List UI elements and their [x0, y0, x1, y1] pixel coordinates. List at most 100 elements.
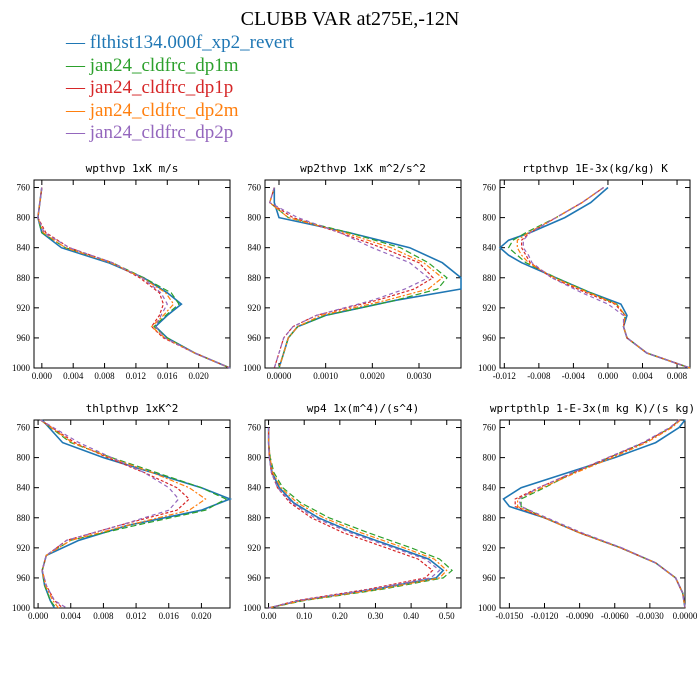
y-tick-label: 1000 [478, 363, 497, 373]
chart-panel: wp2thvp 1xK m^2/s^2 0.0000 0.0010 0.0020 0.0… [243, 162, 462, 381]
x-tick-label: 0.016 [157, 371, 178, 381]
series-line [516, 419, 686, 609]
chart-panel: wp4 1x(m^4)/(s^4) 0.00 0.10 0.20 0.30 0.40 0.5… [243, 402, 462, 621]
y-tick-label: 800 [483, 213, 497, 223]
series-line [507, 187, 691, 369]
x-tick-label: -0.012 [493, 371, 516, 381]
y-tick-label: 920 [483, 543, 497, 553]
x-tick-label: 0.000 [598, 371, 619, 381]
plot-title: rtpthvp 1E-3x(kg/kg) K [522, 162, 668, 175]
series-line [268, 427, 454, 609]
y-tick-label: 960 [248, 573, 262, 583]
chart-panel: wpthvp 1xK m/s 0.000 0.004 0.008 0.012 0.016 0… [12, 162, 231, 381]
x-tick-label: 0.0020 [360, 371, 385, 381]
plot-title: wp4 1x(m^4)/(s^4) [307, 402, 420, 415]
y-tick-label: 760 [483, 183, 497, 193]
x-tick-label: 0.008 [93, 611, 114, 621]
x-tick-label: 0.10 [296, 611, 312, 621]
x-tick-label: 0.000 [32, 371, 53, 381]
series-line [37, 187, 231, 369]
x-tick-label: -0.0030 [636, 611, 664, 621]
legend-label: jan24_cldfrc_dp1p [89, 77, 234, 98]
y-tick-label: 800 [248, 213, 262, 223]
y-tick-label: 840 [483, 483, 497, 493]
y-tick-label: 760 [248, 183, 262, 193]
x-tick-label: 0.004 [61, 611, 82, 621]
x-tick-label: 0.004 [63, 371, 84, 381]
x-tick-label: -0.0090 [566, 611, 594, 621]
series-line [520, 419, 686, 609]
legend-label: jan24_cldfrc_dp1m [89, 54, 239, 76]
y-tick-label: 880 [483, 273, 497, 283]
y-tick-label: 800 [483, 453, 497, 463]
y-tick-label: 880 [17, 273, 31, 283]
x-tick-label: 0.30 [368, 611, 384, 621]
x-tick-label: 0.20 [332, 611, 348, 621]
chart-panel: wprtpthlp 1-E-3x(m kg K)/(s kg) -0.0150 -0… [478, 402, 698, 621]
y-tick-label: 920 [248, 543, 262, 553]
series-line [268, 427, 434, 609]
y-tick-label: 880 [17, 513, 31, 523]
plot-frame [33, 179, 231, 369]
series-line [41, 419, 233, 609]
x-tick-label: -0.0120 [531, 611, 559, 621]
x-tick-label: 0.004 [632, 371, 653, 381]
series-line [268, 187, 434, 369]
x-tick-label: 0.020 [191, 611, 212, 621]
series-line [40, 419, 207, 609]
y-tick-label: 840 [483, 243, 497, 253]
y-tick-label: 840 [248, 243, 262, 253]
x-tick-label: -0.008 [527, 371, 551, 381]
y-tick-label: 1000 [478, 603, 497, 613]
series-line [268, 427, 441, 609]
plot-title: wp2thvp 1xK m^2/s^2 [300, 162, 426, 175]
series-line [522, 187, 691, 369]
y-tick-label: 760 [17, 183, 31, 193]
plot-title: thlpthvp 1xK^2 [86, 402, 179, 415]
legend-line: — [66, 99, 85, 121]
y-tick-label: 960 [483, 573, 497, 583]
series-line [520, 187, 691, 369]
y-tick-label: 960 [483, 333, 497, 343]
y-tick-label: 800 [248, 453, 262, 463]
y-tick-label: 960 [17, 333, 31, 343]
x-tick-label: 0.000 [28, 611, 49, 621]
legend-line: — [66, 32, 85, 53]
series-line [269, 187, 444, 369]
y-tick-label: 1000 [243, 603, 262, 613]
y-tick-label: 760 [483, 423, 497, 433]
y-tick-label: 800 [17, 453, 31, 463]
y-tick-label: 920 [483, 303, 497, 313]
series-line [37, 187, 231, 369]
y-tick-label: 760 [248, 423, 262, 433]
series-line [37, 187, 231, 369]
x-tick-label: 0.008 [94, 371, 115, 381]
x-tick-label: -0.0150 [495, 611, 523, 621]
legend-line: — [66, 77, 85, 98]
series-line [269, 187, 448, 369]
x-tick-label: -0.004 [562, 371, 586, 381]
plot-frame [499, 179, 691, 369]
chart-panel: rtpthvp 1E-3x(kg/kg) K -0.012 -0.008 -0.004… [478, 162, 691, 381]
plot-frame [264, 419, 462, 609]
legend-line: — [66, 122, 85, 143]
y-tick-label: 960 [248, 333, 262, 343]
x-tick-label: 0.016 [159, 611, 180, 621]
series-line [517, 419, 686, 609]
legend: — flthist134.000f_xp2_revert — jan24_cld… [66, 32, 294, 145]
y-tick-label: 800 [17, 213, 31, 223]
legend-label: jan24_cldfrc_dp2m [89, 99, 239, 121]
series-line [268, 187, 430, 369]
series-line [268, 427, 448, 609]
y-tick-label: 880 [483, 513, 497, 523]
legend-item: — jan24_cldfrc_dp2m [66, 100, 294, 123]
legend-item: — jan24_cldfrc_dp2p [66, 122, 294, 145]
x-tick-label: 0.0000 [673, 611, 698, 621]
plot-frame [33, 419, 231, 609]
series-line [37, 187, 231, 369]
plot-frame [264, 179, 462, 369]
y-tick-label: 880 [248, 513, 262, 523]
y-tick-label: 840 [17, 483, 31, 493]
figure-title: CLUBB VAR at275E,-12N [240, 8, 460, 30]
x-tick-label: 0.0030 [407, 371, 432, 381]
